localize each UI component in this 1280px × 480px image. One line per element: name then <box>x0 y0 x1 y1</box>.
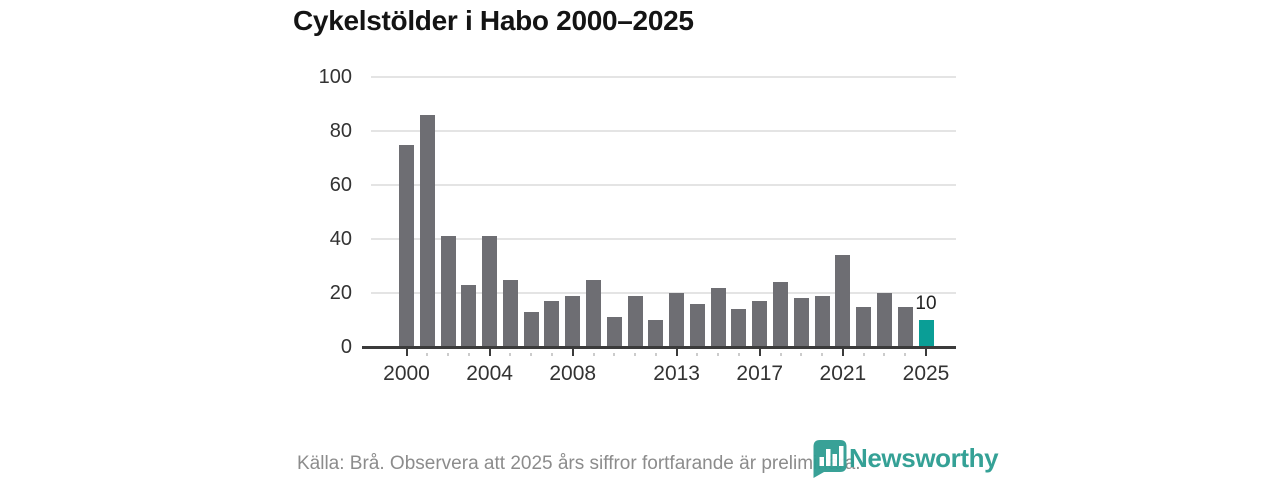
bar-2008 <box>565 295 581 347</box>
minor-tick-2001 <box>426 353 429 356</box>
gridline-60 <box>371 184 956 186</box>
y-tick-label-80: 80 <box>329 120 352 142</box>
y-tick-label-20: 20 <box>329 282 352 304</box>
minor-tick-2020 <box>821 353 824 356</box>
bar-2020 <box>814 295 830 347</box>
minor-tick-2012 <box>654 353 657 356</box>
major-tick-2013 <box>675 348 678 356</box>
x-tick-label-2017: 2017 <box>736 362 784 385</box>
chart-title: Cykelstölder i Habo 2000–2025 <box>293 5 694 36</box>
bar-2009 <box>586 279 602 347</box>
newsworthy-bubble-chart-icon <box>813 440 847 478</box>
major-tick-2021 <box>841 348 844 356</box>
x-tick-label-2004: 2004 <box>466 362 513 385</box>
bar-2015 <box>710 287 726 347</box>
minor-tick-2024 <box>904 353 907 356</box>
minor-tick-2009 <box>592 353 595 356</box>
bar-2002 <box>440 236 456 347</box>
minor-tick-2007 <box>550 353 553 356</box>
bar-2016 <box>731 309 747 347</box>
bar-2012 <box>648 320 664 347</box>
newsworthy-wordmark: Newsworthy <box>849 443 999 473</box>
bar-2005 <box>502 279 518 347</box>
x-axis-line <box>362 346 956 349</box>
bar-2006 <box>523 311 539 347</box>
y-tick-label-60: 60 <box>329 174 352 196</box>
minor-tick-2010 <box>613 353 616 356</box>
bar-2004 <box>482 236 498 347</box>
bar-2014 <box>689 303 705 347</box>
highlight-value-label: 10 <box>915 293 937 314</box>
minor-tick-2011 <box>634 353 637 356</box>
minor-tick-2002 <box>447 353 450 356</box>
x-tick-label-2000: 2000 <box>383 362 430 385</box>
minor-tick-2003 <box>467 353 470 356</box>
minor-tick-2015 <box>717 353 720 356</box>
major-tick-2008 <box>571 348 574 356</box>
source-note: Källa: Brå. Observera att 2025 års siffr… <box>297 453 861 474</box>
major-tick-2004 <box>488 348 491 356</box>
bar-2021 <box>835 255 851 347</box>
minor-tick-2018 <box>779 353 782 356</box>
bar-2013 <box>669 293 685 347</box>
bar-2019 <box>793 298 809 347</box>
bar-2007 <box>544 301 560 347</box>
bar-2023 <box>876 293 892 347</box>
bar-2018 <box>773 282 789 347</box>
bar-2017 <box>752 301 768 347</box>
x-tick-label-2008: 2008 <box>549 362 597 385</box>
x-tick-label-2013: 2013 <box>653 362 700 385</box>
y-tick-label-100: 100 <box>318 66 352 88</box>
major-tick-2000 <box>405 348 408 356</box>
newsworthy-logo: Newsworthy <box>813 440 999 478</box>
minor-tick-2016 <box>737 353 740 356</box>
minor-tick-2023 <box>883 353 886 356</box>
gridline-40 <box>371 238 956 240</box>
gridline-100 <box>371 76 956 78</box>
x-tick-label-2025: 2025 <box>902 362 950 385</box>
bar-2011 <box>627 295 643 347</box>
y-tick-label-40: 40 <box>329 228 352 250</box>
minor-tick-2006 <box>530 353 533 356</box>
gridline-80 <box>371 130 956 132</box>
bar-2025 <box>918 320 934 347</box>
major-tick-2025 <box>925 348 927 356</box>
bar-2010 <box>606 317 622 347</box>
minor-tick-2022 <box>862 353 865 356</box>
major-tick-2017 <box>758 348 761 356</box>
bar-2024 <box>897 306 913 347</box>
bar-2000 <box>399 144 414 347</box>
x-tick-label-2021: 2021 <box>819 362 867 385</box>
gridline-20 <box>371 292 956 294</box>
minor-tick-2014 <box>696 353 699 356</box>
minor-tick-2019 <box>800 353 803 356</box>
bar-2001 <box>419 114 435 347</box>
y-tick-label-0: 0 <box>340 336 352 358</box>
bar-2003 <box>461 284 477 347</box>
bar-2022 <box>856 306 872 347</box>
minor-tick-2005 <box>509 353 512 356</box>
plot-area: 0 20 40 60 80 100 10 2000 2004 2008 2013 2017 2021… <box>319 66 956 385</box>
